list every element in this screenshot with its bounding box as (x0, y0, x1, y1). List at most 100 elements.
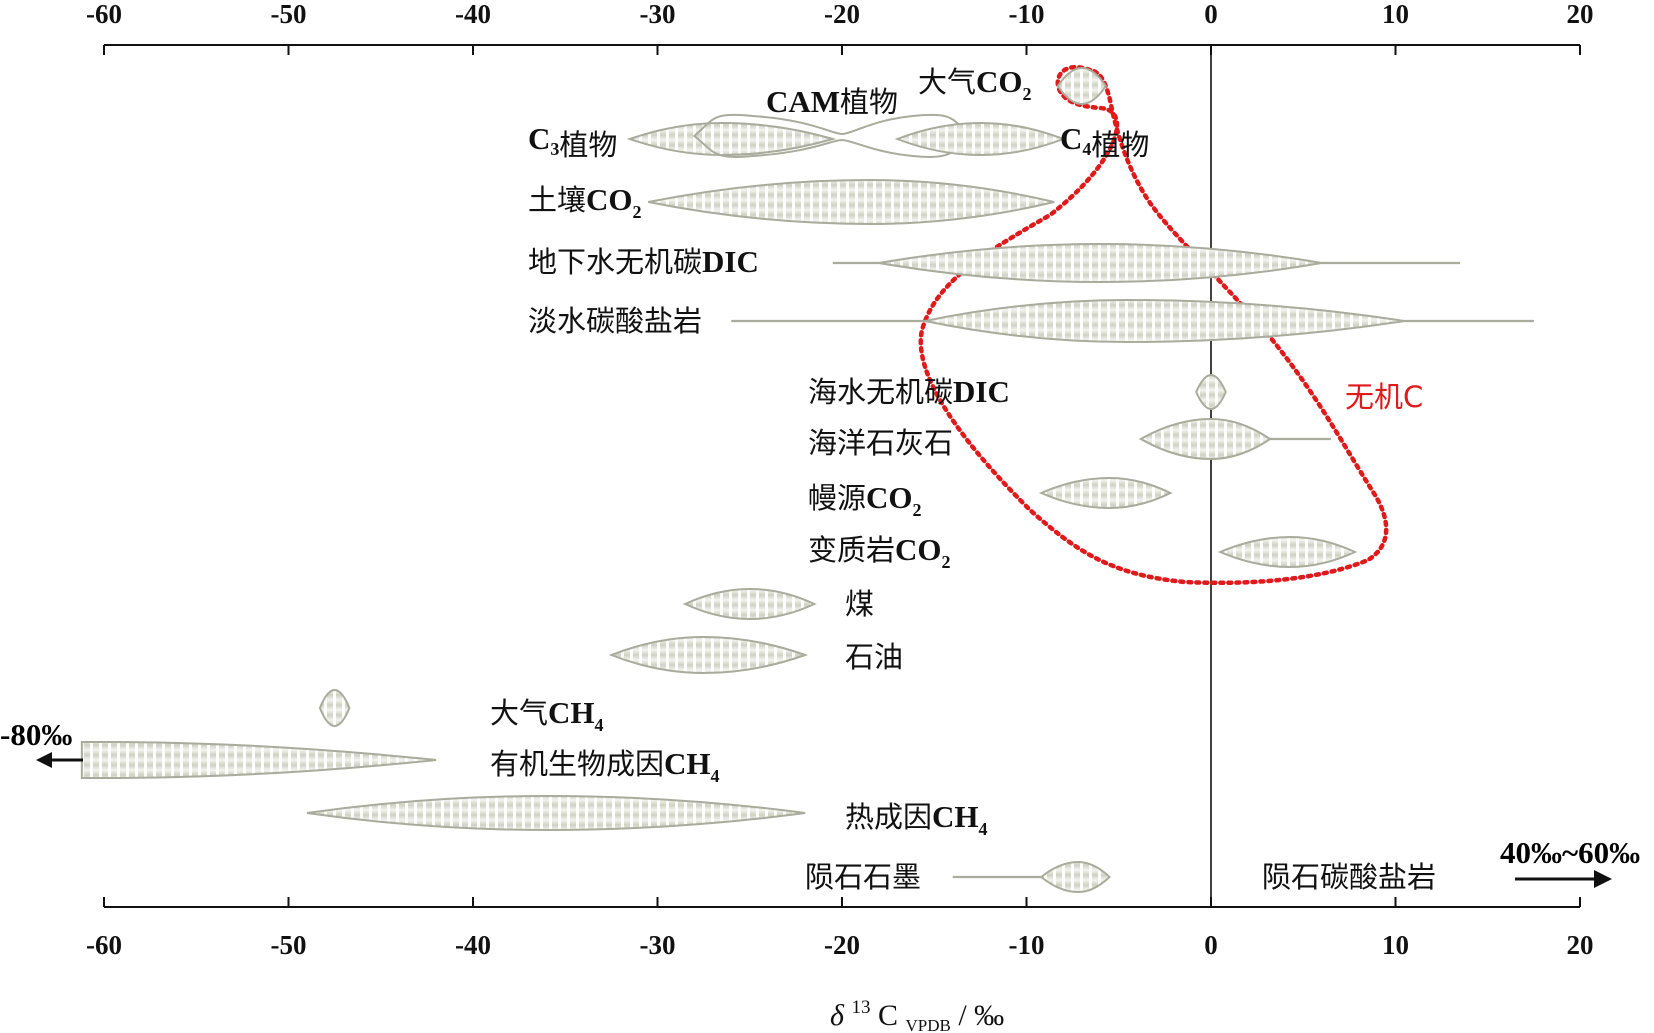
right-arrow-head (1594, 870, 1612, 888)
series-label-part: 3 (550, 139, 559, 159)
series-label-part: CO (586, 182, 633, 217)
series-label: 海水无机碳DIC (808, 374, 1010, 409)
series-label-part: 陨石石墨 (805, 860, 921, 894)
series-label-part: C (1060, 121, 1082, 156)
series-label-subscript: 4 (595, 715, 604, 735)
bottom-tick-label: 0 (1204, 930, 1218, 960)
axes: -60 -60 -50 -50 -40 -40 -30 -30 -20 -20 -10 -10 0 0 10… (86, 0, 1594, 960)
top-tick-label: 0 (1204, 0, 1218, 29)
series-label: C4植物 (1060, 121, 1149, 162)
series-label-part: 石油 (845, 640, 903, 674)
x-axis-label-sup: 13 (851, 997, 870, 1018)
series-label-part: 有机生物成因 (490, 747, 664, 781)
series-label-part: 植物 (559, 128, 617, 162)
series-label: 大气CH4 (490, 695, 604, 735)
series-label-part: CAM (766, 84, 840, 119)
series-label: 煤 (845, 587, 874, 621)
x-axis-label-unit: / ‰ (958, 999, 1004, 1032)
series-label-part: CH (664, 746, 711, 781)
distribution-shapes (80, 66, 1534, 894)
series-label: 变质岩CO2 (808, 532, 951, 572)
series-label-part: 陨石碳酸盐岩 (1262, 860, 1436, 894)
inorganic-carbon-region (918, 64, 1389, 586)
bottom-tick-label: -30 (640, 930, 676, 960)
top-tick-label: 10 (1382, 0, 1409, 29)
series-shape (608, 635, 809, 675)
left-arrow-head (36, 752, 52, 768)
series-label-part: 地下水无机碳 (528, 245, 702, 279)
series-shape (878, 242, 1322, 284)
top-tick-label: -20 (824, 0, 860, 29)
series-labels: 大气CO2C3植物CAM植物C4植物土壤CO2地下水无机碳DIC淡水碳酸盐岩海水… (490, 64, 1436, 894)
series-label-part: CO (895, 532, 942, 567)
series-shape (318, 688, 351, 728)
series-label-subscript: 2 (1023, 84, 1032, 104)
series-label-subscript: 2 (942, 552, 951, 572)
series-shape (1195, 373, 1227, 411)
out-of-range-arrows: -80‰ 40‰~60‰ (0, 717, 1640, 888)
series-label-part: 海洋石灰石 (808, 426, 953, 460)
series-label-part: C (528, 121, 550, 156)
series-label-part: 植物 (840, 85, 898, 119)
series-shape (924, 298, 1405, 344)
left-arrow-label: -80‰ (0, 717, 72, 752)
series-label-subscript: 2 (913, 500, 922, 520)
bottom-tick-label: -40 (455, 930, 491, 960)
x-axis-label-sub: VPDB (905, 1016, 950, 1033)
series-label-part: CO (866, 480, 913, 515)
tick-group: -60 -60 -50 -50 -40 -40 -30 -30 -20 -20 -10 -10 0 0 10… (86, 0, 1594, 960)
series-label-part: 变质岩 (808, 533, 895, 567)
bottom-tick-label: 10 (1382, 930, 1409, 960)
x-axis-label-delta: δ (830, 999, 845, 1032)
series-label-part: 淡水碳酸盐岩 (528, 304, 702, 338)
series-label-part: 植物 (1091, 128, 1149, 162)
series-label-part: 热成因 (845, 800, 932, 834)
series-label-part: 煤 (845, 587, 874, 621)
series-label-part: 海水无机碳 (808, 375, 953, 409)
series-label-part: DIC (953, 374, 1010, 409)
series-label-part: CO (976, 64, 1023, 99)
series-label-subscript: 2 (633, 202, 642, 222)
series-label-part: DIC (702, 244, 759, 279)
series-shape (648, 178, 1055, 226)
top-tick-label: -40 (455, 0, 491, 29)
bottom-tick-label: -50 (271, 930, 307, 960)
series-shape (626, 121, 837, 157)
bottom-tick-label: -60 (86, 930, 122, 960)
series-shape (1217, 535, 1358, 569)
region-label-text: 无机C (1345, 380, 1423, 414)
top-tick-label: -10 (1009, 0, 1045, 29)
series-label-subscript: 4 (979, 819, 988, 839)
series-label-part: CH (932, 799, 979, 834)
bottom-tick-label: 20 (1567, 930, 1594, 960)
series-label: 大气CO2 (918, 64, 1032, 104)
region-label: 无机C (1345, 380, 1423, 414)
series-label: 地下水无机碳DIC (528, 244, 759, 279)
top-tick-label: -30 (640, 0, 676, 29)
series-label: CAM植物 (766, 84, 898, 119)
series-label: 淡水碳酸盐岩 (528, 304, 702, 338)
series-label-part: 大气 (490, 696, 548, 730)
series-label: C3植物 (528, 121, 617, 162)
series-shape (682, 587, 817, 621)
series-label-part: CH (548, 695, 595, 730)
right-arrow-label: 40‰~60‰ (1500, 835, 1640, 870)
series-shape (1038, 476, 1173, 510)
bottom-tick-label: -10 (1009, 930, 1045, 960)
series-label-part: 土壤 (528, 183, 586, 217)
series-label: 有机生物成因CH4 (490, 746, 720, 786)
series-shape (1056, 66, 1108, 106)
series-label: 幔源CO2 (808, 480, 922, 520)
series-label: 土壤CO2 (528, 182, 642, 222)
series-label: 陨石碳酸盐岩 (1262, 860, 1436, 894)
top-tick-label: -50 (271, 0, 307, 29)
series-shape (894, 121, 1067, 157)
top-tick-label: 20 (1567, 0, 1594, 29)
series-label: 石油 (845, 640, 903, 674)
x-axis-label-base: C (878, 999, 898, 1032)
series-label-part: 幔源 (808, 481, 866, 515)
bottom-tick-label: -20 (824, 930, 860, 960)
series-shape (1039, 860, 1111, 894)
series-label: 海洋石灰石 (808, 426, 953, 460)
